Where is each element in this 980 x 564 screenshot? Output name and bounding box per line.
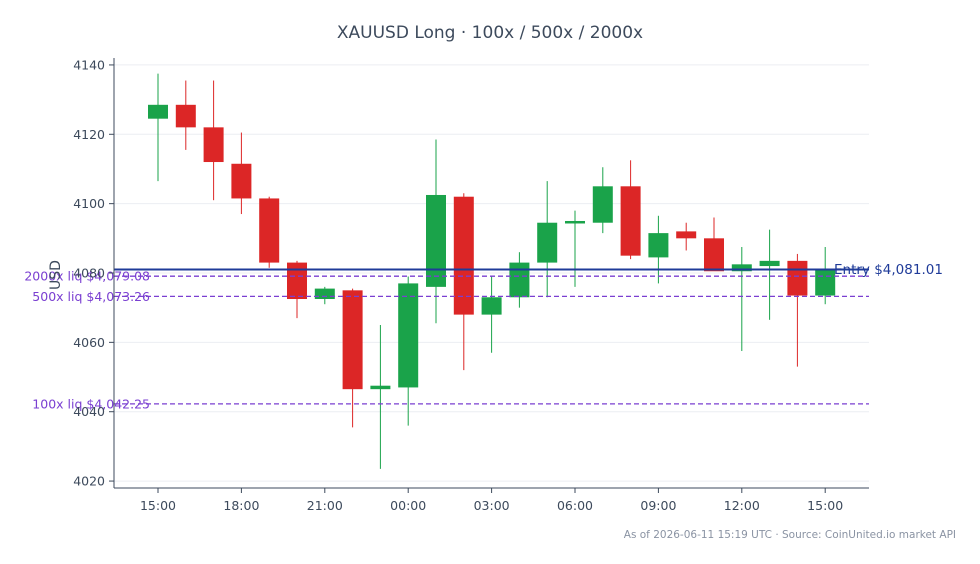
liquidation-label: 2000x liq $4,079.08 (24, 269, 150, 284)
candle-body (509, 262, 530, 298)
candle-body (203, 127, 224, 163)
candle (648, 215, 669, 284)
candle-body (398, 283, 419, 388)
x-tick-label: 15:00 (140, 498, 176, 513)
candle-body (537, 222, 558, 263)
candle (426, 139, 446, 324)
candle-body (565, 220, 585, 224)
candle-body (592, 186, 613, 223)
y-tick-label: 4080 (73, 266, 105, 281)
reference-lines: 2000x liq $4,079.08 500x liq $4,073.26 100… (24, 262, 943, 411)
candle (148, 73, 168, 182)
candle (342, 288, 363, 428)
entry-label: Entry $4,081.01 (834, 262, 943, 278)
candle (759, 229, 780, 320)
candle (509, 252, 530, 308)
candle (398, 276, 419, 426)
x-tick-label: 15:00 (807, 498, 843, 513)
x-tick-label: 12:00 (724, 498, 760, 513)
candle-body (342, 290, 363, 390)
candle-body (787, 260, 808, 296)
candle (175, 80, 196, 150)
x-tick-label: 18:00 (223, 498, 259, 513)
candle (704, 217, 724, 272)
candle-body (731, 264, 752, 272)
candle-body (648, 233, 669, 258)
y-tick-label: 4060 (73, 335, 105, 350)
candle-body (759, 260, 780, 267)
candle-body (370, 385, 391, 390)
candle-body (704, 238, 724, 272)
y-tick-label: 4040 (73, 404, 105, 419)
candle (676, 222, 697, 251)
candle (620, 160, 641, 260)
candle-body (175, 104, 196, 128)
candle-body (453, 196, 474, 315)
candle (592, 167, 613, 234)
y-tick-label: 4020 (73, 474, 105, 489)
candle (314, 286, 335, 305)
candle-body (259, 198, 280, 263)
x-tick-label: 21:00 (307, 498, 343, 513)
candle (537, 181, 558, 298)
axes: 4020 4040 4060 4080 4100 4120 4140 15:00 18:00 21… (73, 57, 869, 513)
candle-body (231, 163, 252, 199)
x-tick-label: 03:00 (474, 498, 510, 513)
x-tick-label: 06:00 (557, 498, 593, 513)
candle (370, 325, 391, 469)
candle (259, 196, 280, 268)
grid-lines (114, 64, 869, 482)
liquidation-label: 500x liq $4,073.26 (32, 289, 150, 304)
x-tick-label: 09:00 (640, 498, 676, 513)
candle (565, 210, 585, 287)
candle-body (148, 104, 168, 119)
candle (731, 246, 752, 352)
y-tick-label: 4100 (73, 196, 105, 211)
candle (481, 276, 502, 353)
y-axis-label: USD (48, 260, 64, 290)
footer-note: As of 2026-06-11 15:19 UTC · Source: Coi… (624, 529, 956, 541)
y-tick-label: 4120 (73, 127, 105, 142)
candle-body (481, 297, 502, 315)
chart-title: XAUUSD Long · 100x / 500x / 2000x (337, 23, 643, 43)
candle-body (314, 288, 335, 300)
x-tick-label: 00:00 (390, 498, 426, 513)
candle (787, 253, 808, 367)
candle-body (620, 186, 641, 256)
candle (203, 80, 224, 201)
candles (148, 73, 836, 469)
candle-body (815, 269, 836, 296)
candle-body (676, 231, 697, 239)
candle-body (426, 194, 446, 287)
candle (231, 132, 252, 215)
candle-body (287, 262, 307, 300)
y-tick-label: 4140 (73, 57, 105, 72)
candle (453, 193, 474, 371)
liquidation-label: 100x liq $4,042.25 (32, 396, 150, 411)
